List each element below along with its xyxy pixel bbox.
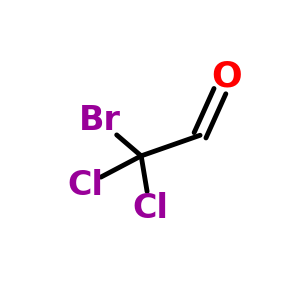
Text: Br: Br	[79, 104, 121, 137]
Text: Cl: Cl	[132, 192, 168, 225]
Text: Cl: Cl	[67, 169, 103, 202]
Text: O: O	[211, 59, 242, 93]
